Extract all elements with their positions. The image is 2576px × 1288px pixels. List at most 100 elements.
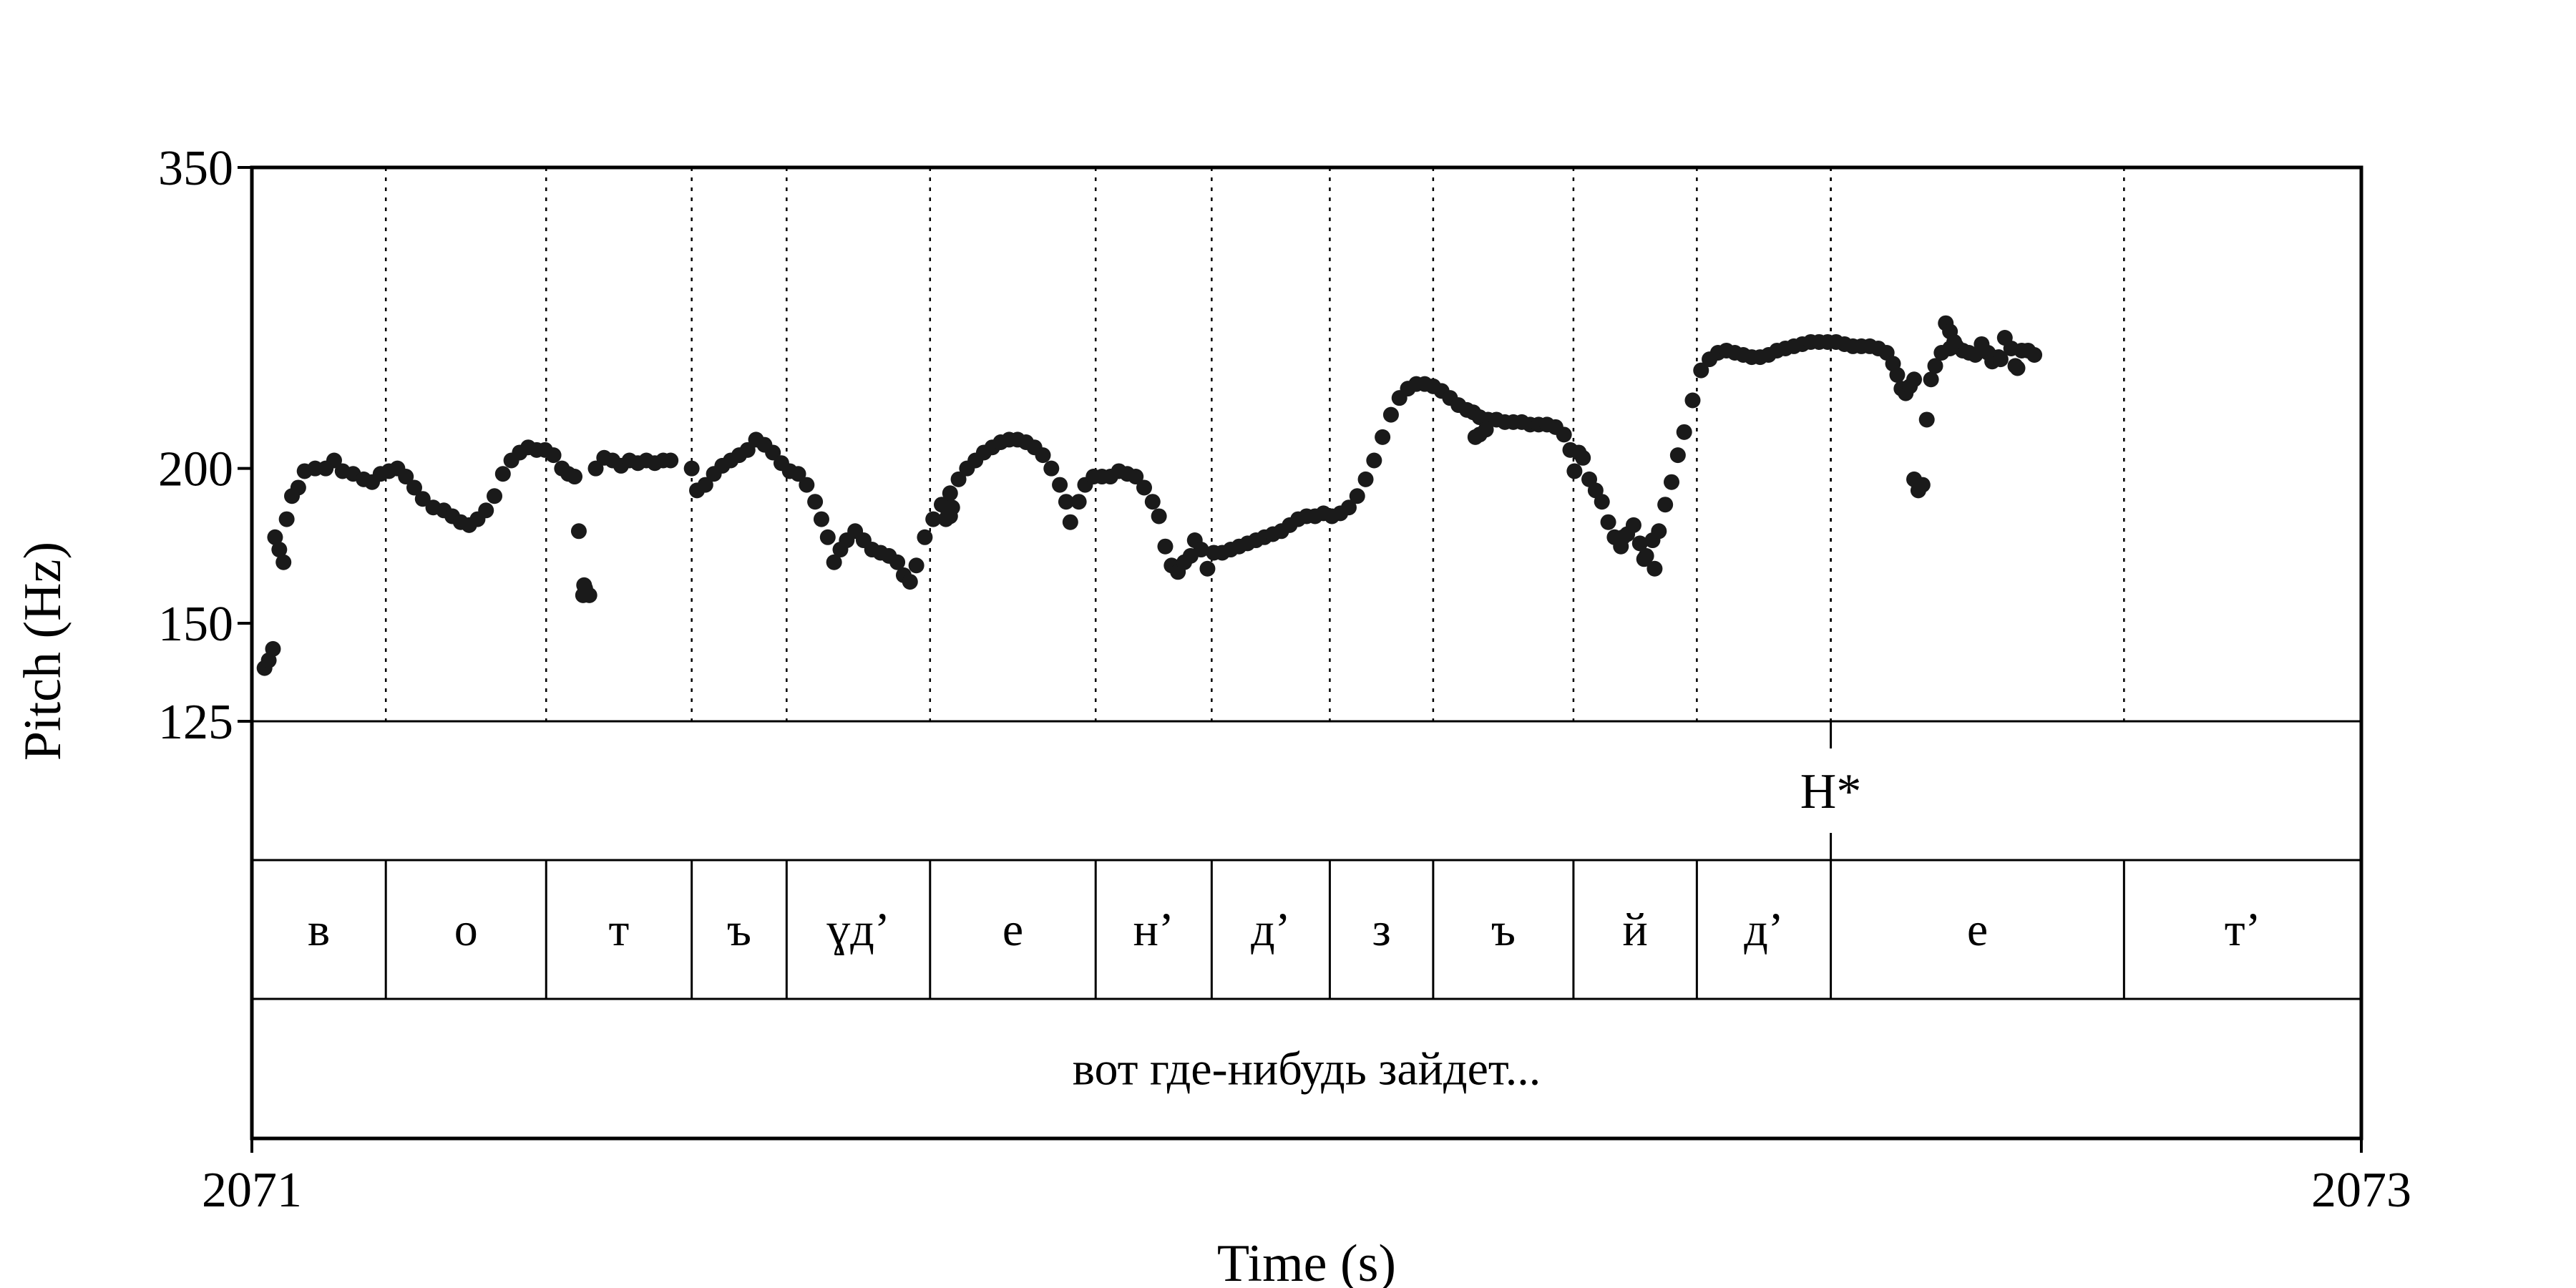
pitch-point <box>1556 426 1572 443</box>
pitch-point <box>1058 494 1074 510</box>
utterance-label: вот где-нибудь зайдет... <box>1073 1043 1541 1096</box>
pitch-point <box>487 488 503 504</box>
pitch-point <box>1594 494 1610 510</box>
segment-label: ъ <box>1491 904 1516 956</box>
pitch-point <box>889 554 906 570</box>
pitch-point <box>942 485 958 502</box>
pitch-point <box>1070 494 1087 510</box>
pitch-point <box>570 523 587 540</box>
x-axis-ticks: 2071 2073 <box>202 1138 2411 1218</box>
pitch-point <box>1193 542 1209 558</box>
x-axis-label: Time (s) <box>1217 1234 1396 1288</box>
segment-label: т’ <box>2225 904 2261 956</box>
plot-frame <box>250 165 2363 1141</box>
pitch-point <box>1657 497 1674 513</box>
pitch-point <box>1375 429 1391 445</box>
y-tick-label: 200 <box>158 442 233 497</box>
pitch-point <box>902 574 918 590</box>
pitch-point <box>799 477 815 493</box>
pitch-point <box>1151 508 1167 525</box>
pitch-point <box>813 511 829 527</box>
pitch-point-outlier <box>1646 560 1663 577</box>
pitch-point <box>278 511 295 527</box>
pitch-point <box>406 479 422 496</box>
pitch-point <box>1052 477 1068 493</box>
pitch-point <box>275 554 292 570</box>
pitch-point <box>1062 514 1078 530</box>
plot-frame-border <box>250 165 2363 1141</box>
pitch-point <box>1918 411 1935 428</box>
pitch-point <box>1043 460 1060 477</box>
pitch-point <box>414 491 431 507</box>
pitch-point <box>1669 447 1686 464</box>
pitch-point-outlier <box>2009 360 2026 376</box>
pitch-point <box>1889 366 1906 383</box>
pitch-point <box>265 640 281 657</box>
pitch-point <box>1340 499 1357 516</box>
y-tick-label: 125 <box>158 695 233 750</box>
axes: 125 150 200 350 2071 2073 Time (s) Pitch (Hz… <box>14 141 2411 1288</box>
pitch-point <box>1923 371 1939 388</box>
pitch-point <box>290 479 306 496</box>
pitch-point <box>1676 424 1692 440</box>
pitch-point-outlier <box>1946 333 1963 350</box>
segment-label: ɣд’ <box>826 904 890 956</box>
pitch-point <box>1382 406 1399 423</box>
segment-label: в <box>308 904 330 956</box>
pitch-point <box>1366 452 1382 469</box>
pitch-point <box>271 542 288 558</box>
pitch-point <box>494 466 511 482</box>
segment-label: д’ <box>1744 904 1784 956</box>
pitch-point <box>683 460 700 477</box>
segment-boundary-gridlines <box>384 167 2125 721</box>
pitch-point <box>1693 362 1709 379</box>
segment-label: е <box>1002 904 1023 956</box>
pitch-point <box>917 529 933 545</box>
pitch-point <box>326 452 342 469</box>
pitch-point <box>1684 392 1701 409</box>
pitch-point <box>950 471 967 487</box>
pitch-point <box>478 502 494 519</box>
pitch-point <box>1631 535 1648 552</box>
pitch-point <box>1600 514 1616 530</box>
pitch-points <box>256 315 2043 676</box>
pitch-point <box>1128 469 1144 485</box>
pitch-point <box>267 529 283 545</box>
pitch-point <box>790 466 806 482</box>
pitch-point-outlier <box>576 577 592 593</box>
y-tick-label: 350 <box>158 141 233 196</box>
pitch-point <box>1144 494 1161 510</box>
pitch-point-outlier <box>1992 351 2009 368</box>
pitch-point <box>765 444 781 461</box>
pitch-point-outlier <box>1636 551 1652 567</box>
y-axis-ticks: 125 150 200 350 <box>158 141 252 750</box>
segment-label: н’ <box>1133 904 1174 956</box>
pitch-point <box>1035 447 1051 464</box>
pitch-point <box>1575 449 1591 466</box>
pitch-point <box>1157 538 1174 555</box>
pitch-point <box>807 494 824 510</box>
pitch-point <box>545 447 562 464</box>
pitch-point <box>1664 474 1680 490</box>
segment-label: т <box>609 904 630 956</box>
pitch-point <box>567 469 583 485</box>
pitch-point-outlier <box>1615 529 1631 545</box>
segment-label: й <box>1622 904 1647 956</box>
x-tick-label: 2073 <box>2311 1163 2411 1218</box>
pitch-point <box>1566 463 1583 479</box>
y-tick-label: 150 <box>158 597 233 652</box>
pitch-point <box>697 477 713 493</box>
pitch-point <box>826 554 842 570</box>
y-axis-label: Pitch (Hz) <box>14 542 72 761</box>
pitch-point-outlier <box>1906 471 1923 487</box>
tone-label: H* <box>1800 764 1862 819</box>
pitch-point <box>908 557 924 574</box>
segment-label: е <box>1967 904 1988 956</box>
pitch-point <box>398 469 414 485</box>
pitch-point <box>663 452 679 469</box>
pitch-point <box>1357 471 1374 487</box>
pitch-point <box>1199 560 1216 577</box>
pitch-point <box>1349 488 1365 504</box>
pitch-point <box>587 460 604 477</box>
